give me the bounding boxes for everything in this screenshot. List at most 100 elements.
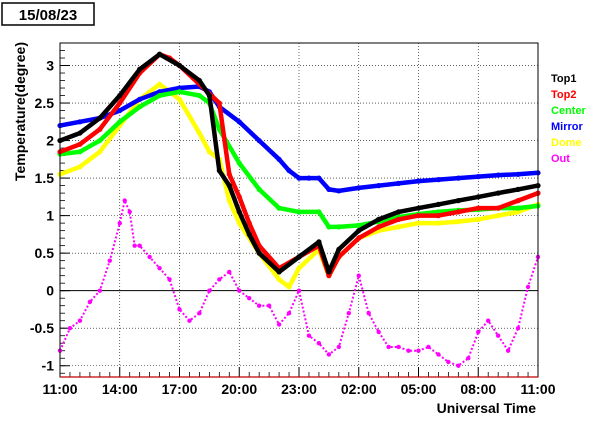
x-axis-title: Universal Time: [437, 400, 537, 416]
data-point: [515, 326, 521, 331]
data-point: [326, 186, 332, 192]
data-point: [77, 141, 83, 147]
x-tick-label: 08:00: [460, 381, 496, 397]
x-tick-label: 11:00: [42, 381, 77, 397]
data-point: [455, 209, 461, 215]
y-tick-label: 0.5: [35, 245, 55, 261]
data-point: [376, 224, 382, 230]
data-point: [226, 198, 232, 204]
date-label-box: [1, 2, 95, 26]
x-tick-label: 14:00: [102, 381, 138, 397]
data-point: [346, 311, 351, 316]
data-point: [286, 284, 292, 290]
data-point: [435, 213, 442, 219]
axis-ticks: [59, 50, 539, 377]
data-point: [475, 194, 481, 200]
y-tick-label: 2.5: [35, 95, 55, 111]
data-point: [276, 205, 282, 211]
data-point: [396, 344, 401, 350]
data-point: [326, 269, 332, 275]
data-point: [495, 205, 501, 211]
data-point: [395, 224, 402, 230]
data-point: [157, 265, 162, 271]
data-point: [207, 288, 212, 293]
data-point: [475, 174, 481, 180]
data-point: [97, 126, 103, 132]
data-point: [415, 220, 422, 226]
data-point: [296, 265, 302, 271]
data-point: [455, 175, 461, 181]
x-tick-label: 02:00: [341, 381, 377, 397]
data-point: [286, 167, 292, 174]
data-point: [237, 288, 242, 293]
data-point: [326, 224, 332, 230]
data-point: [206, 149, 212, 155]
data-point: [515, 209, 521, 215]
data-point: [316, 175, 322, 181]
y-tick-label: 3: [46, 58, 54, 74]
data-point: [515, 171, 521, 177]
data-point: [276, 269, 282, 275]
data-point: [366, 311, 371, 316]
y-tick-label: 2: [46, 133, 54, 149]
data-point: [435, 220, 442, 226]
data-point: [176, 89, 183, 95]
data-point: [306, 333, 312, 338]
data-point: [326, 273, 332, 279]
x-tick-label: 11:00: [520, 381, 555, 397]
data-point: [395, 180, 402, 186]
data-point: [406, 348, 411, 353]
data-point: [515, 186, 521, 192]
data-point: [77, 149, 83, 155]
data-point: [77, 119, 83, 125]
data-point: [137, 66, 143, 72]
data-point: [376, 329, 381, 335]
data-point: [132, 243, 137, 248]
data-point: [236, 160, 242, 166]
data-point: [336, 344, 342, 350]
data-point: [97, 137, 103, 144]
data-point: [326, 352, 332, 357]
data-point: [435, 201, 442, 207]
data-point: [117, 107, 123, 114]
data-point: [415, 178, 422, 184]
data-point: [266, 303, 272, 308]
data-point: [196, 77, 203, 84]
data-point: [147, 254, 152, 260]
series-group: [57, 51, 541, 368]
data-point: [137, 104, 143, 110]
data-point: [306, 175, 312, 181]
data-point: [87, 299, 93, 305]
data-point: [316, 341, 322, 346]
date-label: 15/08/23: [19, 7, 77, 24]
data-point: [156, 81, 163, 87]
data-point: [77, 318, 83, 323]
data-point: [296, 175, 302, 181]
data-point: [122, 198, 127, 203]
data-point: [226, 183, 232, 189]
legend-entry-mirror: Mirror: [551, 121, 584, 133]
data-point: [436, 352, 441, 357]
data-point: [455, 219, 461, 225]
data-point: [515, 198, 521, 204]
data-point: [426, 344, 431, 350]
y-tick-label: -1: [42, 358, 55, 374]
data-point: [416, 348, 421, 353]
data-point: [316, 239, 322, 245]
data-point: [475, 205, 481, 211]
data-point: [246, 231, 252, 237]
data-point: [336, 246, 342, 253]
data-point: [117, 119, 123, 125]
data-point: [515, 205, 521, 211]
series-out: [57, 198, 541, 368]
data-point: [176, 96, 183, 102]
x-tick-label: 20:00: [221, 381, 257, 397]
data-point: [107, 258, 112, 263]
tick-labels: -1 -0.5 0 0.5 1 1.5 2 2.5 3 11:00 14:00 17:00 20:00 2…: [30, 58, 556, 397]
data-point: [415, 213, 422, 219]
data-point: [415, 205, 422, 211]
y-tick-label: 1.5: [35, 170, 55, 186]
data-point: [117, 92, 123, 99]
legend-entry-top2: Top2: [551, 89, 576, 101]
